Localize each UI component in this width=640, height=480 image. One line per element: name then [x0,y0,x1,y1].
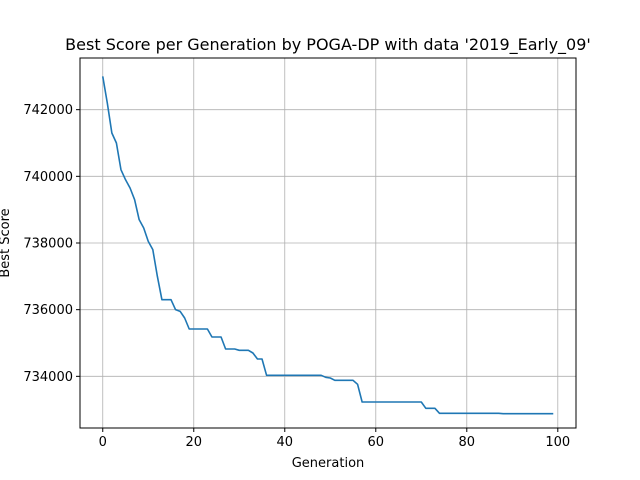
x-tick-label: 20 [185,435,202,450]
x-tick-label: 80 [459,435,476,450]
y-axis-ticks: 734000 736000 738000 740000 742000 [23,103,80,385]
x-axis-label: Generation [292,456,365,471]
series-line [101,76,554,415]
x-tick-label: 40 [276,435,293,450]
x-axis-ticks: 0 20 40 60 80 100 [99,428,570,450]
x-tick-label: 60 [368,435,385,450]
y-axis-label: Best Score [0,208,13,277]
grid [80,58,576,428]
y-tick-label: 736000 [23,303,73,318]
x-tick-label: 100 [545,435,570,450]
y-tick-label: 738000 [23,237,73,252]
x-tick-label: 0 [99,435,107,450]
chart-title: Best Score per Generation by POGA-DP wit… [65,35,591,55]
y-tick-label: 740000 [23,170,73,185]
y-tick-label: 734000 [23,370,73,385]
series-line-group [101,76,554,415]
y-tick-label: 742000 [23,103,73,118]
